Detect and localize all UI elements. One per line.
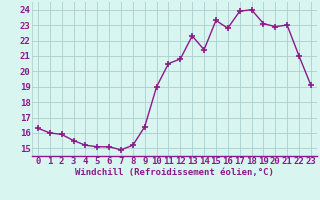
X-axis label: Windchill (Refroidissement éolien,°C): Windchill (Refroidissement éolien,°C) — [75, 168, 274, 177]
